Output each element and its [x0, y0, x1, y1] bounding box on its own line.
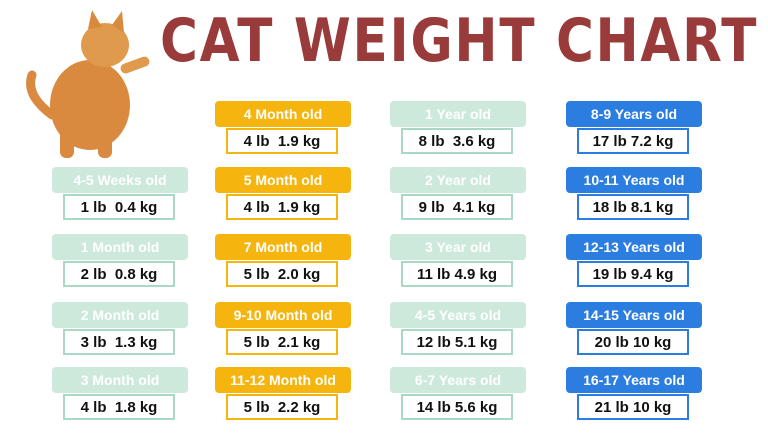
age-label: 4 Month old [215, 101, 351, 127]
age-label: 1 Month old [52, 234, 188, 260]
age-label: 14-15 Years old [566, 302, 702, 328]
weight-value: 4 lb 1.9 kg [226, 194, 338, 220]
age-label: 12-13 Years old [566, 234, 702, 260]
age-label: 10-11 Years old [566, 167, 702, 193]
weight-value: 2 lb 0.8 kg [63, 261, 175, 287]
age-label: 4-5 Years old [390, 302, 526, 328]
weight-value: 17 lb 7.2 kg [577, 128, 689, 154]
weight-value: 5 lb 2.2 kg [226, 394, 338, 420]
age-label: 2 Year old [390, 167, 526, 193]
weight-value: 19 lb 9.4 kg [577, 261, 689, 287]
weight-value: 12 lb 5.1 kg [401, 329, 513, 355]
weight-value: 14 lb 5.6 kg [401, 394, 513, 420]
age-label: 8-9 Years old [566, 101, 702, 127]
weight-value: 5 lb 2.0 kg [226, 261, 338, 287]
age-label: 4-5 Weeks old [52, 167, 188, 193]
weight-value: 3 lb 1.3 kg [63, 329, 175, 355]
title: CAT WEIGHT CHART [160, 6, 759, 76]
age-label: 6-7 Years old [390, 367, 526, 393]
weight-value: 5 lb 2.1 kg [226, 329, 338, 355]
age-label: 1 Year old [390, 101, 526, 127]
weight-value: 4 lb 1.8 kg [63, 394, 175, 420]
cat-illustration [26, 10, 150, 158]
weight-value: 11 lb 4.9 kg [401, 261, 513, 287]
weight-value: 9 lb 4.1 kg [401, 194, 513, 220]
weight-value: 18 lb 8.1 kg [577, 194, 689, 220]
weight-value: 1 lb 0.4 kg [63, 194, 175, 220]
age-label: 9-10 Month old [215, 302, 351, 328]
age-label: 2 Month old [52, 302, 188, 328]
weight-value: 21 lb 10 kg [577, 394, 689, 420]
weight-value: 8 lb 3.6 kg [401, 128, 513, 154]
age-label: 11-12 Month old [215, 367, 351, 393]
age-label: 16-17 Years old [566, 367, 702, 393]
age-label: 3 Month old [52, 367, 188, 393]
age-label: 5 Month old [215, 167, 351, 193]
weight-value: 4 lb 1.9 kg [226, 128, 338, 154]
age-label: 3 Year old [390, 234, 526, 260]
age-label: 7 Month old [215, 234, 351, 260]
weight-value: 20 lb 10 kg [577, 329, 689, 355]
